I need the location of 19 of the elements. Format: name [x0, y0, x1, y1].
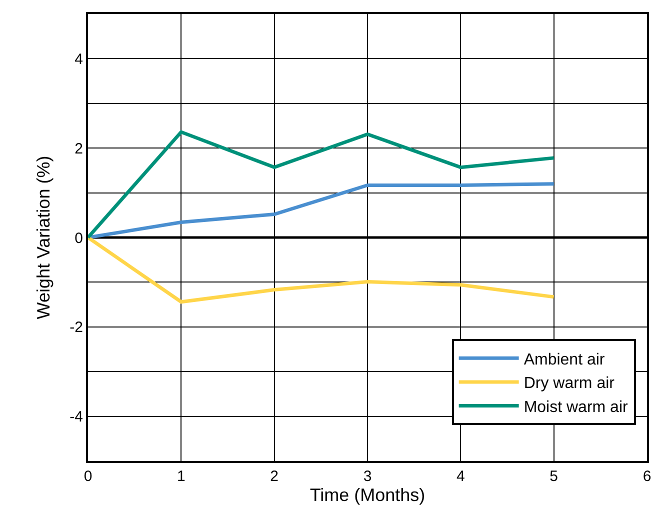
y-tick-label: -2: [70, 319, 83, 336]
x-tick-label: 5: [550, 468, 558, 485]
legend-label: Dry warm air: [524, 375, 616, 392]
legend-label: Moist warm air: [524, 398, 628, 416]
y-tick-label: 2: [74, 140, 83, 158]
line-series: [88, 130, 556, 240]
x-tick-label: 2: [270, 468, 278, 485]
x-tick-label: 4: [456, 468, 465, 485]
line-series: [88, 236, 556, 304]
x-axis-title: Time (Months): [310, 485, 426, 505]
x-tick-label: 1: [177, 468, 186, 485]
x-tick-label: 3: [363, 468, 372, 485]
legend-label: Ambient air: [524, 351, 606, 368]
y-tick-label: 0: [74, 230, 83, 247]
y-tick-label: -4: [70, 408, 83, 426]
y-axis-title: Weight Variation (%): [33, 156, 54, 320]
y-tick-label: 4: [74, 50, 83, 68]
x-tick-label: 6: [642, 468, 652, 485]
line-series: [88, 182, 556, 240]
